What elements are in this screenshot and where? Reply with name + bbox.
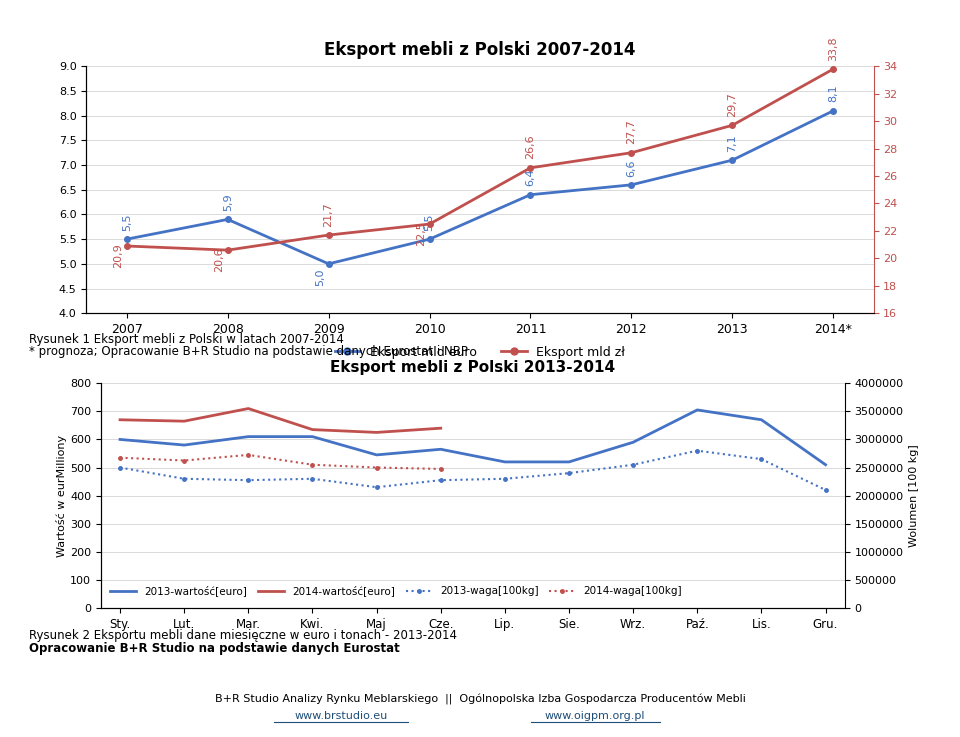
Text: 8,1: 8,1: [828, 85, 838, 102]
Legend: 2013-wartość[euro], 2014-wartość[euro], 2013-waga[100kg], 2014-waga[100kg]: 2013-wartość[euro], 2014-wartość[euro], …: [106, 581, 686, 601]
Text: 7,1: 7,1: [728, 134, 737, 152]
Text: Rysunek 1 Eksport mebli z Polski w latach 2007-2014: Rysunek 1 Eksport mebli z Polski w latac…: [29, 332, 344, 346]
Text: 20,6: 20,6: [214, 248, 225, 273]
Text: Opracowanie B+R Studio na podstawie danych Eurostat: Opracowanie B+R Studio na podstawie dany…: [29, 642, 399, 655]
Text: 20,9: 20,9: [113, 243, 124, 268]
Text: * prognoza; Opracowanie B+R Studio na podstawie danych Eurostat i NBP: * prognoza; Opracowanie B+R Studio na po…: [29, 345, 468, 358]
Title: Eksport mebli z Polski 2007-2014: Eksport mebli z Polski 2007-2014: [324, 41, 636, 59]
Text: 5,0: 5,0: [315, 268, 325, 286]
Text: 33,8: 33,8: [828, 36, 838, 60]
Text: 29,7: 29,7: [728, 92, 737, 117]
Text: 21,7: 21,7: [324, 202, 334, 227]
Legend: Eksport mld euro, Eksport mld zł: Eksport mld euro, Eksport mld zł: [329, 340, 631, 364]
Y-axis label: Wartość w eurMilliony: Wartość w eurMilliony: [57, 435, 67, 556]
Title: Eksport mebli z Polski 2013-2014: Eksport mebli z Polski 2013-2014: [330, 360, 615, 375]
Text: 26,6: 26,6: [525, 135, 536, 159]
Text: 5,5: 5,5: [122, 213, 132, 231]
Text: 27,7: 27,7: [626, 119, 636, 144]
Text: 5,5: 5,5: [424, 213, 435, 231]
Text: www.brstudio.eu: www.brstudio.eu: [294, 710, 388, 721]
Text: 6,6: 6,6: [626, 159, 636, 176]
Text: 5,9: 5,9: [223, 193, 232, 211]
Text: 4 | S t r o n a: 4 | S t r o n a: [422, 18, 513, 32]
Text: 6,4: 6,4: [525, 169, 536, 186]
Y-axis label: Wolumen [100 kg]: Wolumen [100 kg]: [909, 444, 920, 547]
Text: Rysunek 2 Eksportu mebli dane miesięczne w euro i tonach - 2013-2014: Rysunek 2 Eksportu mebli dane miesięczne…: [29, 629, 457, 642]
Text: www.oigpm.org.pl: www.oigpm.org.pl: [545, 710, 645, 721]
Text: 22,5: 22,5: [417, 222, 426, 246]
Text: B+R Studio Analizy Rynku Meblarskiego  ||  Ogólnopolska Izba Gospodarcza Produce: B+R Studio Analizy Rynku Meblarskiego ||…: [215, 694, 745, 705]
Text: Prognoza eksportu mebli 2014: Prognoza eksportu mebli 2014: [12, 18, 252, 32]
